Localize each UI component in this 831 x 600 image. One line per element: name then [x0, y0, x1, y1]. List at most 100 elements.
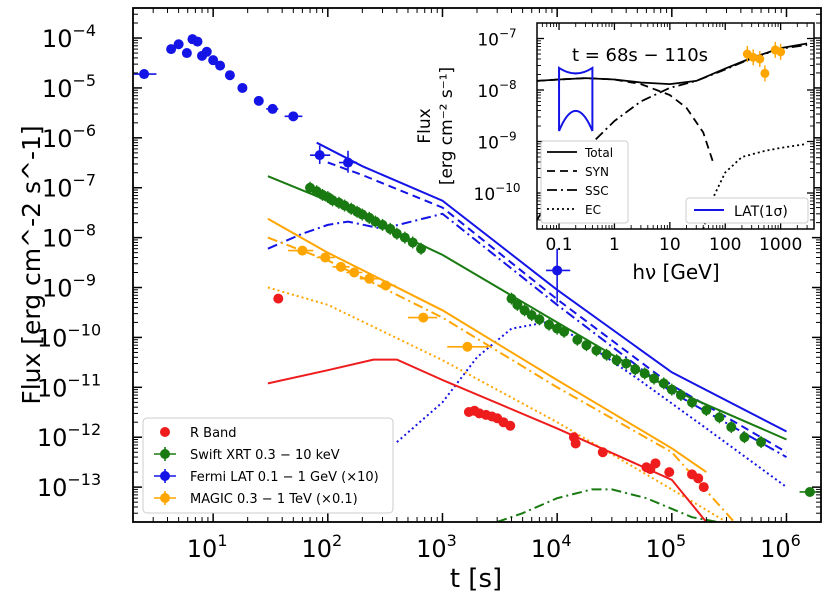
inset-legend-label: SSC	[585, 184, 609, 198]
marker	[399, 232, 410, 243]
inset-point-magic-points-2	[755, 50, 765, 67]
y-tick-exponent: −8	[72, 221, 96, 240]
inset-point-magic-points-5	[776, 43, 786, 60]
data-point-fermi-lat-0-1-1-gev-10-10	[224, 70, 235, 81]
marker	[288, 111, 299, 122]
inset-y-tick-exponent: −9	[499, 130, 517, 144]
inset-legend-label: SYN	[585, 165, 609, 179]
marker	[166, 44, 177, 55]
data-point-fermi-lat-0-1-1-gev-10-7	[201, 46, 212, 57]
data-point-fermi-lat-0-1-1-gev-10-2	[173, 39, 184, 50]
marker	[139, 69, 150, 80]
data-point-swift-xrt-0-3-10-kev-35	[658, 377, 669, 390]
data-point-fermi-lat-0-1-1-gev-10-16	[338, 150, 358, 173]
data-point-fermi-lat-0-1-1-gev-10-3	[181, 48, 192, 59]
data-point-fermi-lat-0-1-1-gev-10-15	[310, 145, 331, 164]
y-tick-exponent: −6	[72, 121, 96, 140]
data-point-swift-xrt-0-3-10-kev-12	[377, 218, 388, 231]
legend-label: Swift XRT 0.3 − 10 keV	[190, 448, 340, 463]
data-point-fermi-lat-0-1-1-gev-10-0	[133, 69, 157, 80]
inset-curve-lat-1	[558, 66, 594, 132]
data-point-swift-xrt-0-3-10-kev-21	[526, 309, 537, 322]
marker	[693, 473, 704, 484]
marker	[649, 373, 660, 384]
marker	[572, 334, 583, 345]
marker	[755, 54, 765, 64]
data-point-fermi-lat-0-1-1-gev-10-5	[192, 36, 203, 47]
y-tick-label-8: 10−5	[42, 71, 96, 103]
y-tick-label-6: 10−7	[42, 171, 96, 203]
marker	[526, 310, 537, 321]
marker	[611, 355, 622, 366]
data-point-magic-0-3-1-tev-0-1-5	[377, 280, 396, 291]
data-point-swift-xrt-0-3-10-kev-20	[519, 304, 530, 317]
marker	[739, 432, 750, 443]
data-point-swift-xrt-0-3-10-kev-42	[739, 431, 750, 444]
data-point-swift-xrt-0-3-10-kev-15	[399, 231, 410, 244]
marker	[273, 293, 284, 304]
data-point-fermi-lat-0-1-1-gev-10-13	[266, 103, 279, 114]
data-point-swift-xrt-0-3-10-kev-41	[726, 421, 737, 434]
data-point-magic-0-3-1-tev-0-1-6	[407, 312, 438, 323]
inset-y-tick-exponent: −7	[499, 27, 517, 41]
data-point-r-band-10	[570, 438, 581, 449]
main-legend: R Band Swift XRT 0.3 − 10 keV Fermi LAT 0.…	[142, 417, 394, 514]
data-point-swift-xrt-0-3-10-kev-26	[572, 333, 583, 346]
marker	[391, 228, 402, 239]
marker	[621, 358, 632, 369]
inset-y-tick-label-3: 10−7	[477, 27, 516, 51]
main-y-axis-label: Flux [erg cm^-2 s^-1]	[17, 125, 46, 404]
data-point-swift-xrt-0-3-10-kev-23	[544, 318, 555, 331]
legend-marker	[160, 449, 170, 459]
marker	[297, 245, 308, 256]
marker	[666, 384, 677, 395]
data-point-swift-xrt-0-3-10-kev-37	[675, 389, 686, 402]
data-point-magic-0-3-1-tev-0-1-2	[332, 261, 350, 272]
data-point-swift-xrt-0-3-10-kev-34	[649, 372, 660, 385]
marker	[756, 437, 767, 448]
inset-y-tick-exponent: −10	[495, 181, 520, 195]
marker	[364, 273, 375, 284]
marker	[173, 39, 184, 50]
inset-title: t = 68s − 110s	[572, 45, 708, 66]
inset-axes-frame	[536, 22, 815, 230]
marker	[650, 458, 661, 469]
marker	[519, 305, 530, 316]
data-point-swift-xrt-0-3-10-kev-27	[581, 339, 592, 352]
main-axes-frame	[132, 7, 822, 523]
data-point-swift-xrt-0-3-10-kev-43	[756, 436, 767, 449]
marker	[581, 340, 592, 351]
data-point-magic-0-3-1-tev-0-1-7	[447, 341, 489, 352]
data-point-magic-0-3-1-tev-0-1-1	[316, 252, 335, 263]
marker	[349, 267, 360, 278]
legend-entry-r-band: R Band	[160, 426, 237, 441]
inset-x-tick-label-2: 10	[659, 235, 681, 255]
marker	[380, 280, 391, 291]
marker	[253, 95, 264, 106]
marker	[377, 219, 388, 230]
data-point-fermi-lat-0-1-1-gev-10-11	[237, 82, 248, 93]
marker	[570, 438, 581, 449]
main-data-points	[133, 34, 821, 497]
marker	[224, 70, 235, 81]
inset-legend: Total SYN SSC EC LAT(1σ)	[540, 140, 809, 224]
data-point-fermi-lat-0-1-1-gev-10-9	[215, 60, 226, 71]
inset-legend-box-left	[540, 140, 629, 224]
data-point-magic-0-3-1-tev-0-1-3	[346, 267, 363, 278]
main-legend-box	[142, 417, 394, 514]
marker	[208, 55, 219, 66]
data-point-swift-xrt-0-3-10-kev-32	[630, 363, 641, 376]
y-tick-exponent: −5	[72, 71, 96, 90]
inset-y-axis-label-line2: [erg cm⁻² s⁻¹]	[437, 67, 457, 185]
inset-legend-box-right	[685, 197, 809, 224]
inset-x-tick-label-0: 0.1	[546, 235, 573, 255]
marker	[776, 47, 786, 57]
data-point-r-band-18	[698, 482, 709, 493]
data-point-swift-xrt-0-3-10-kev-31	[621, 357, 632, 370]
data-point-fermi-lat-0-1-1-gev-10-14	[284, 111, 303, 122]
marker	[506, 293, 517, 304]
inset-x-axis-label: hν [GeV]	[632, 260, 719, 284]
marker	[192, 36, 203, 47]
inset-x-tick-label-4: 1000	[759, 235, 802, 255]
x-tick-exponent: 1	[217, 531, 227, 550]
